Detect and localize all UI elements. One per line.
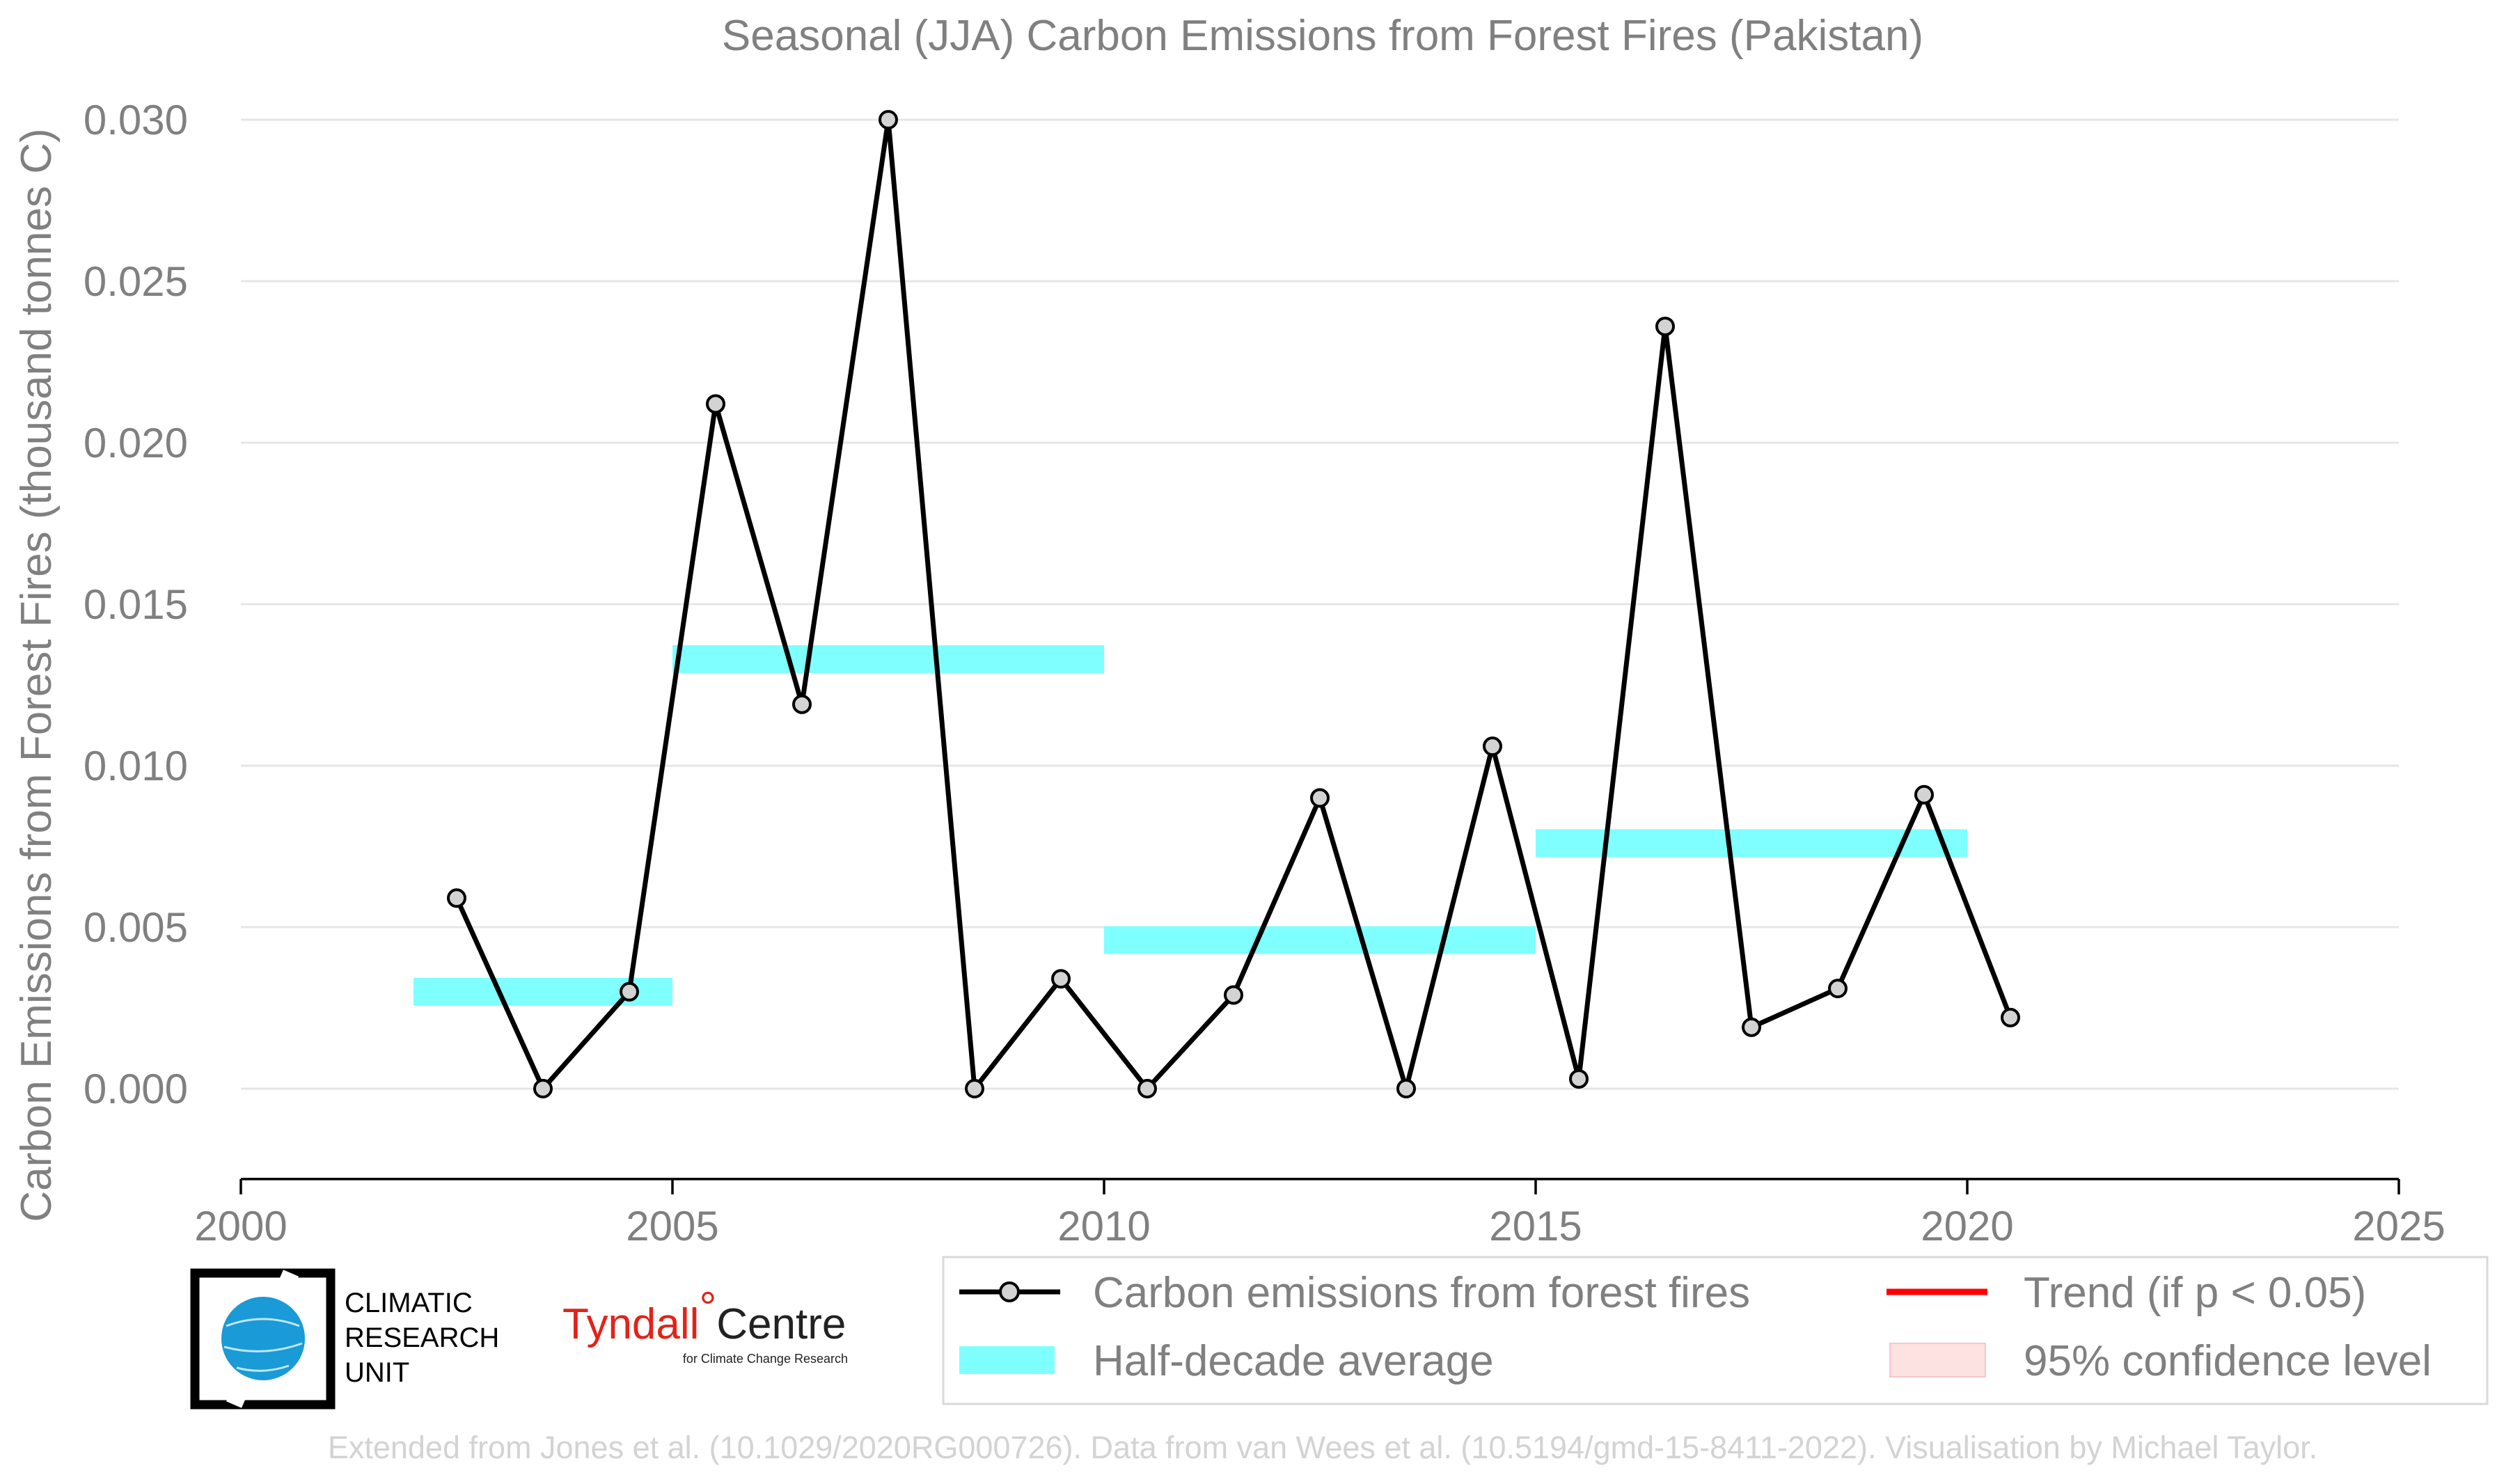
legend-box	[942, 1256, 2489, 1405]
legend-band-average	[959, 1346, 1055, 1374]
y-tick-label: 0.025	[84, 258, 188, 305]
grid-lines	[241, 118, 2399, 1090]
y-tick-label: 0.000	[84, 1066, 188, 1112]
y-tick-label: 0.020	[84, 420, 188, 466]
data-point	[792, 694, 812, 714]
x-tick-label: 2015	[1489, 1203, 1582, 1249]
legend-patch-confidence	[1889, 1343, 1986, 1378]
data-point	[1569, 1069, 1589, 1089]
emissions-series	[447, 110, 2020, 1098]
data-point	[1742, 1017, 1761, 1037]
data-point	[1828, 979, 1848, 999]
cru-logo: CLIMATIC RESEARCH UNIT	[190, 1268, 499, 1410]
cru-logo-line1: CLIMATIC	[345, 1288, 473, 1318]
data-point	[1051, 969, 1071, 989]
tyndall-logo-name: Tyndall°Centre	[562, 1284, 846, 1348]
data-point	[879, 110, 898, 129]
legend-label-emissions: Carbon emissions from forest fires	[1093, 1269, 1750, 1317]
legend-label-average: Half-decade average	[1093, 1337, 1494, 1385]
half-decade-band	[672, 645, 1104, 673]
tyndall-logo-subtitle: for Climate Change Research	[683, 1352, 848, 1366]
globe-icon	[221, 1297, 305, 1380]
data-point	[1483, 736, 1502, 757]
data-point	[447, 888, 466, 908]
y-tick-labels: 0.000 0.005 0.010 0.015 0.020 0.025 0.030	[84, 97, 188, 1112]
x-axis: 2000 2005 2010 2015 2020 2025	[194, 1178, 2445, 1249]
y-tick-label: 0.030	[84, 97, 188, 143]
tyndall-logo: Tyndall°Centre for Climate Change Resear…	[562, 1284, 848, 1366]
data-point	[620, 981, 639, 1002]
data-point	[1224, 985, 1243, 1005]
cru-logo-bracket-left	[190, 1268, 291, 1410]
data-point	[1396, 1079, 1416, 1098]
data-point	[1137, 1079, 1157, 1098]
x-tick-label: 2000	[194, 1203, 287, 1249]
y-tick-label: 0.010	[84, 743, 188, 789]
data-point	[1914, 784, 1934, 805]
y-axis-label: Carbon Emissions from Forest Fires (thou…	[13, 128, 61, 1222]
x-tick-label: 2020	[1921, 1203, 2013, 1249]
half-decade-band	[1104, 926, 1536, 954]
data-point	[965, 1079, 984, 1098]
chart-title: Seasonal (JJA) Carbon Emissions from For…	[722, 12, 1923, 60]
half-decade-bands	[413, 645, 1967, 1006]
y-tick-label: 0.005	[84, 904, 188, 951]
x-tick-label: 2010	[1057, 1203, 1150, 1249]
credit-text: Extended from Jones et al. (10.1029/2020…	[328, 1430, 2317, 1465]
data-point	[1310, 788, 1330, 808]
globe-lines	[223, 1318, 303, 1372]
legend: Carbon emissions from forest fires Trend…	[942, 1256, 2489, 1405]
legend-label-confidence: 95% confidence level	[2024, 1337, 2432, 1385]
data-point	[533, 1079, 553, 1098]
cru-logo-line2: RESEARCH	[345, 1323, 499, 1353]
legend-marker-emissions	[999, 1281, 1020, 1302]
cru-logo-bracket-right	[234, 1268, 336, 1410]
cru-logo-line3: UNIT	[345, 1357, 409, 1388]
data-point	[2001, 1007, 2020, 1027]
x-tick-label: 2005	[626, 1203, 718, 1249]
data-point	[706, 394, 725, 414]
y-tick-label: 0.015	[84, 581, 188, 628]
legend-label-trend: Trend (if p < 0.05)	[2024, 1269, 2366, 1317]
x-tick-label: 2025	[2352, 1203, 2445, 1249]
data-point	[1655, 316, 1675, 336]
